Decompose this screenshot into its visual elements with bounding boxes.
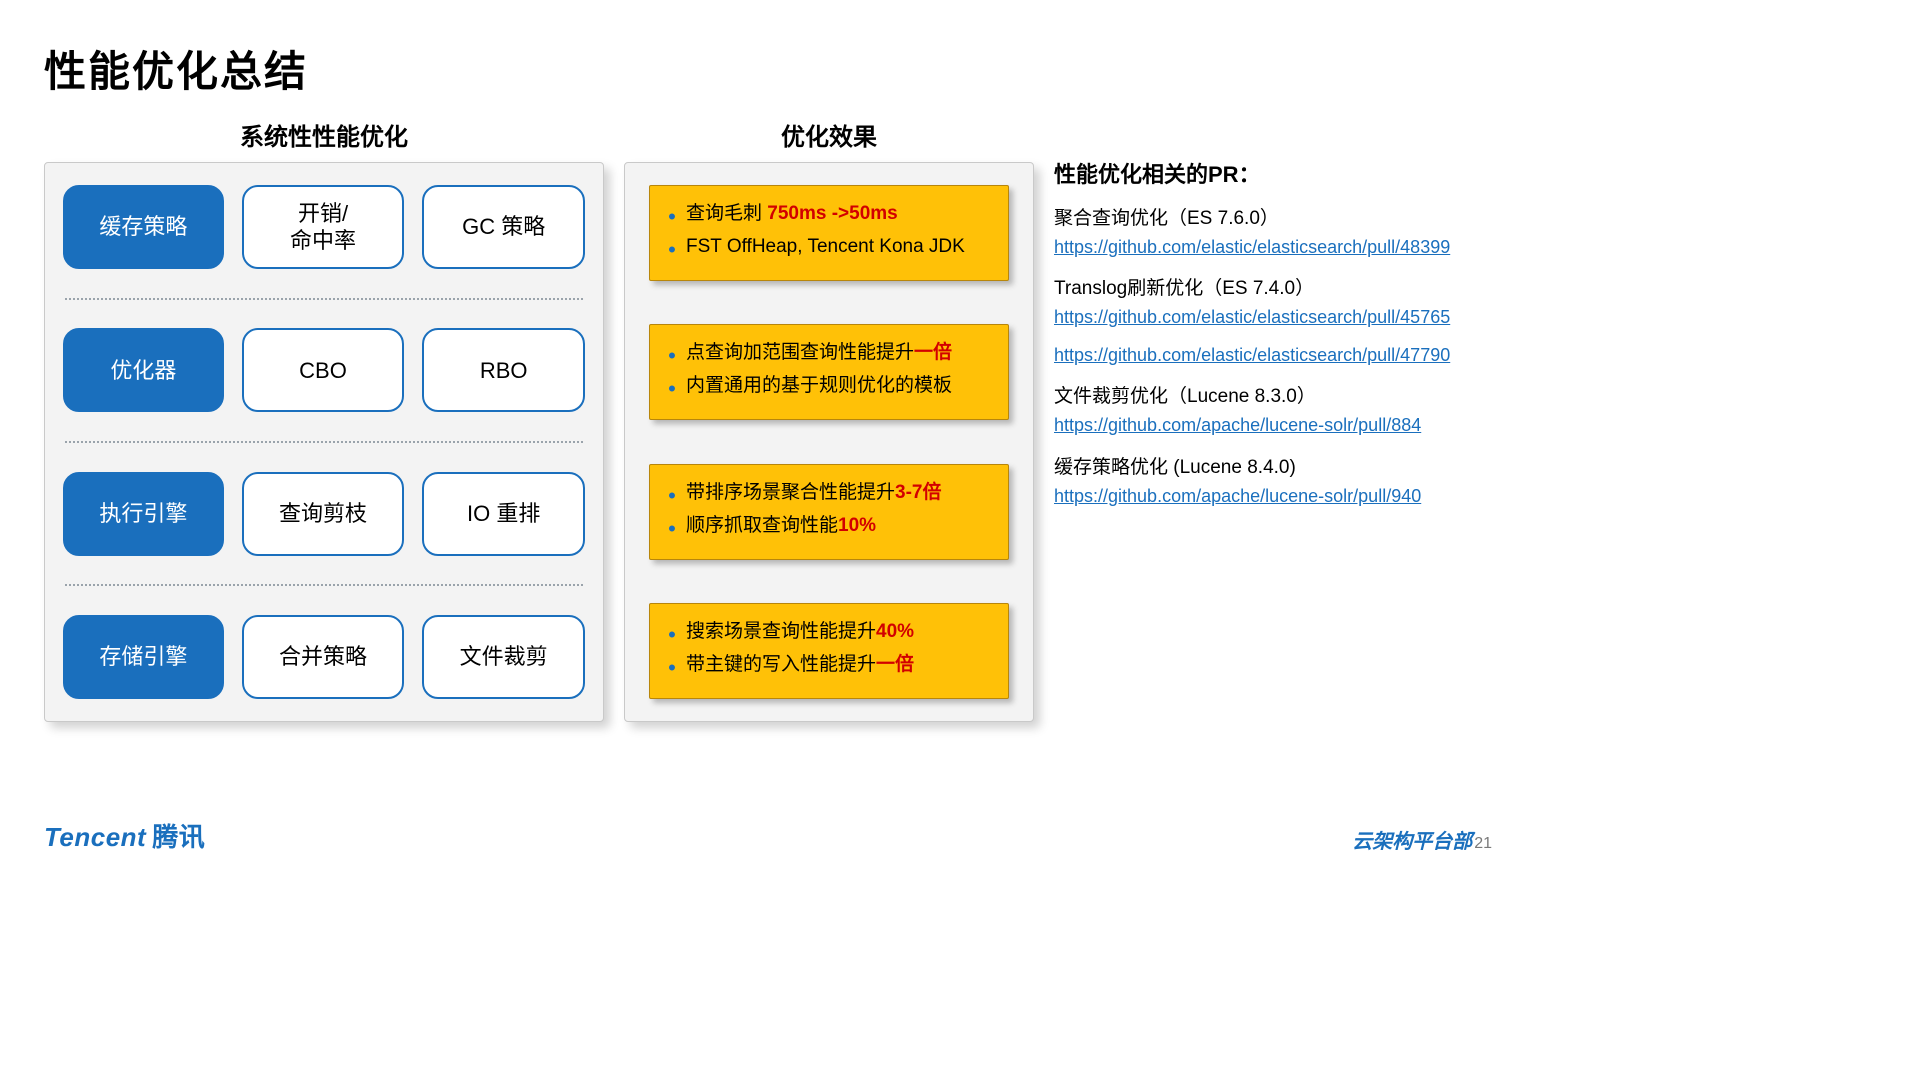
column-right: 性能优化相关的PR： 聚合查询优化（ES 7.6.0） https://gith… xyxy=(1054,117,1492,722)
brand-cn: 腾讯 xyxy=(152,822,205,852)
effect-3-0: 搜索场景查询性能提升40% xyxy=(658,618,990,651)
effect-box-2: 带排序场景聚合性能提升3-7倍 顺序抓取查询性能10% xyxy=(649,464,1009,560)
left-row-2: 执行引擎 查询剪枝 IO 重排 xyxy=(63,472,585,556)
divider-2 xyxy=(65,584,583,586)
divider-1 xyxy=(65,441,583,443)
effect-0-1: FST OffHeap, Tencent Kona JDK xyxy=(658,233,990,266)
cat-optimizer: 优化器 xyxy=(63,328,224,412)
effect-2-1: 顺序抓取查询性能10% xyxy=(658,512,990,545)
effect-box-1: 点查询加范围查询性能提升一倍 内置通用的基于规则优化的模板 xyxy=(649,324,1009,420)
cat-storage: 存储引擎 xyxy=(63,615,224,699)
mid-panel: 查询毛刺 750ms ->50ms FST OffHeap, Tencent K… xyxy=(624,162,1034,722)
cat-cache: 缓存策略 xyxy=(63,185,224,269)
pr-link-1-0[interactable]: https://github.com/elastic/elasticsearch… xyxy=(1054,306,1492,329)
left-row-3: 存储引擎 合并策略 文件裁剪 xyxy=(63,615,585,699)
effect-2-0: 带排序场景聚合性能提升3-7倍 xyxy=(658,479,990,512)
item-rbo: RBO xyxy=(422,328,585,412)
footer-right: 云架构平台部21 xyxy=(1352,825,1492,854)
effect-0-0: 查询毛刺 750ms ->50ms xyxy=(658,200,990,233)
page-number: 21 xyxy=(1474,835,1492,852)
left-panel: 缓存策略 开销/ 命中率 GC 策略 优化器 CBO RBO 执行引擎 查询剪枝… xyxy=(44,162,604,722)
slide-title: 性能优化总结 xyxy=(44,38,1492,99)
effect-3-1: 带主键的写入性能提升一倍 xyxy=(658,651,990,684)
item-prune: 查询剪枝 xyxy=(242,472,405,556)
mid-heading: 优化效果 xyxy=(624,117,1034,152)
item-trim: 文件裁剪 xyxy=(422,615,585,699)
pr-link-0-0[interactable]: https://github.com/elastic/elasticsearch… xyxy=(1054,236,1492,259)
left-heading: 系统性性能优化 xyxy=(44,117,604,152)
cat-exec: 执行引擎 xyxy=(63,472,224,556)
columns: 系统性性能优化 缓存策略 开销/ 命中率 GC 策略 优化器 CBO RBO 执… xyxy=(44,117,1492,722)
brand-logo: Tencent腾讯 xyxy=(44,817,205,854)
effect-1-0: 点查询加范围查询性能提升一倍 xyxy=(658,339,990,372)
pr-heading: 性能优化相关的PR： xyxy=(1054,157,1492,189)
effect-box-3: 搜索场景查询性能提升40% 带主键的写入性能提升一倍 xyxy=(649,603,1009,699)
pr-item-1: Translog刷新优化（ES 7.4.0） xyxy=(1054,273,1492,300)
column-middle: 优化效果 查询毛刺 750ms ->50ms FST OffHeap, Tenc… xyxy=(624,117,1034,722)
item-cbo: CBO xyxy=(242,328,405,412)
dept: 云架构平台部 xyxy=(1352,831,1472,853)
brand-en: Tencent xyxy=(44,822,146,852)
pr-item-0: 聚合查询优化（ES 7.6.0） xyxy=(1054,203,1492,230)
effect-1-1: 内置通用的基于规则优化的模板 xyxy=(658,372,990,405)
item-overhead: 开销/ 命中率 xyxy=(242,185,405,269)
pr-link-2-0[interactable]: https://github.com/apache/lucene-solr/pu… xyxy=(1054,414,1492,437)
item-merge: 合并策略 xyxy=(242,615,405,699)
divider-0 xyxy=(65,298,583,300)
pr-link-1-1[interactable]: https://github.com/elastic/elasticsearch… xyxy=(1054,344,1492,367)
effect-box-0: 查询毛刺 750ms ->50ms FST OffHeap, Tencent K… xyxy=(649,185,1009,281)
footer: Tencent腾讯 云架构平台部21 xyxy=(0,817,1536,854)
left-row-1: 优化器 CBO RBO xyxy=(63,328,585,412)
pr-item-3: 缓存策略优化 (Lucene 8.4.0) xyxy=(1054,452,1492,479)
item-gc: GC 策略 xyxy=(422,185,585,269)
item-io: IO 重排 xyxy=(422,472,585,556)
pr-link-3-0[interactable]: https://github.com/apache/lucene-solr/pu… xyxy=(1054,485,1492,508)
left-row-0: 缓存策略 开销/ 命中率 GC 策略 xyxy=(63,185,585,269)
column-left: 系统性性能优化 缓存策略 开销/ 命中率 GC 策略 优化器 CBO RBO 执… xyxy=(44,117,604,722)
slide: 性能优化总结 系统性性能优化 缓存策略 开销/ 命中率 GC 策略 优化器 CB… xyxy=(0,0,1536,864)
pr-item-2: 文件裁剪优化（Lucene 8.3.0） xyxy=(1054,381,1492,408)
